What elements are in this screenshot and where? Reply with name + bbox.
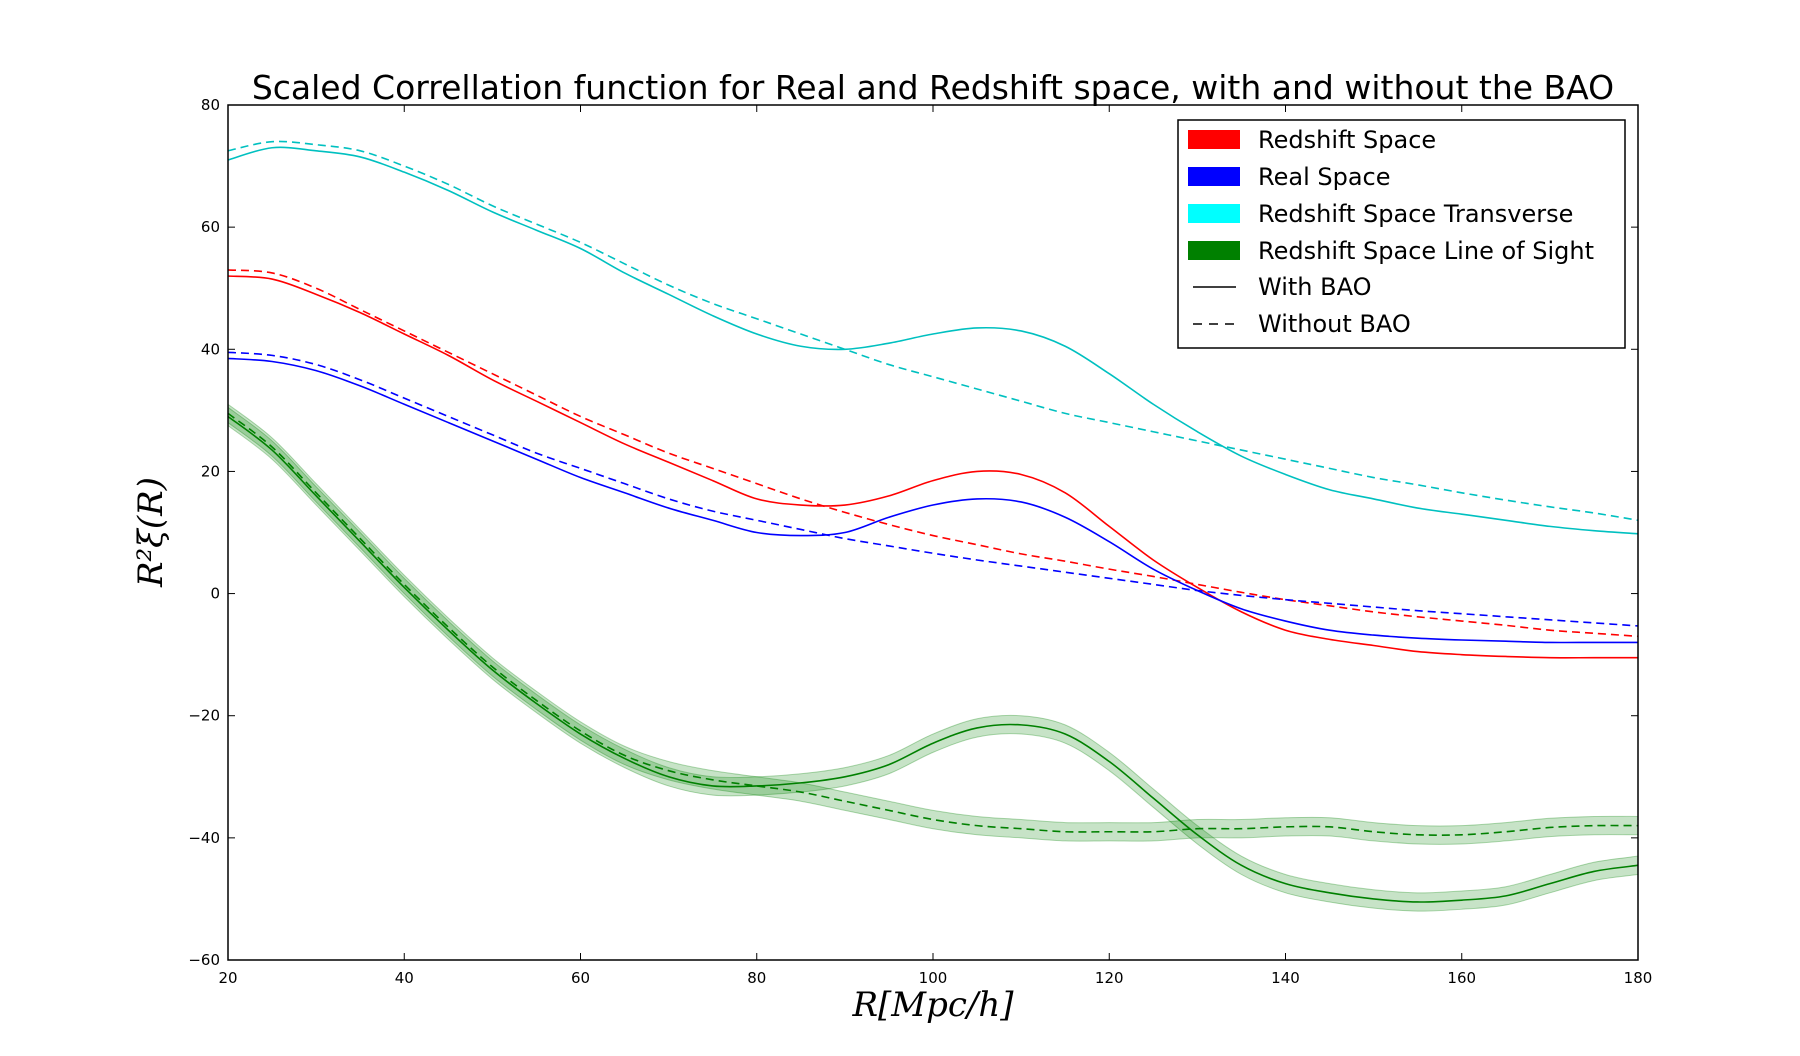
y-tick-label: 60: [201, 218, 220, 236]
y-tick-label: −60: [188, 951, 220, 969]
legend-entry-redshift-line-of-sight: Redshift Space Line of Sight: [1188, 237, 1594, 265]
x-tick-label: 180: [1624, 969, 1653, 987]
legend-swatch-redshift-transverse: [1188, 204, 1240, 223]
legend-entry-real-space: Real Space: [1188, 163, 1391, 191]
series-line-redshift-space-line-of-sight-without-bao: [227, 412, 1639, 836]
legend-swatch-real-space: [1188, 167, 1240, 186]
series-line-redshift-space-with-bao: [227, 275, 1638, 659]
x-tick-label: 100: [919, 969, 948, 987]
x-tick-label: 80: [747, 969, 766, 987]
series-line-redshift-space-without-bao: [227, 269, 1639, 638]
y-tick-label: 20: [201, 462, 220, 480]
series-lines: [227, 140, 1639, 903]
x-axis-ticks: 20 40 60 80 100 120 140 160 180: [218, 105, 1652, 987]
legend-box: [1177, 119, 1626, 349]
x-tick-label: 40: [395, 969, 414, 987]
legend-label-redshift-transverse: Redshift Space Transverse: [1258, 200, 1573, 228]
x-tick-label: 20: [218, 969, 237, 987]
series-line-real-space-without-bao: [227, 351, 1639, 627]
x-tick-label: 140: [1271, 969, 1300, 987]
chart-title: Scaled Correllation function for Real an…: [252, 68, 1614, 107]
legend-entry-redshift-transverse: Redshift Space Transverse: [1188, 200, 1573, 228]
legend-label-real-space: Real Space: [1258, 163, 1391, 191]
legend-entry-without-bao: Without BAO: [1193, 310, 1411, 338]
legend-entry-redshift-space: Redshift Space: [1188, 126, 1436, 154]
series-line-redshift-space-line-of-sight-with-bao: [227, 415, 1639, 903]
y-axis-ticks: 80 60 40 20 0 −20 −40 −60: [188, 96, 1638, 969]
y-tick-label: 0: [210, 585, 220, 603]
x-tick-label: 60: [571, 969, 590, 987]
legend-entry-with-bao: With BAO: [1193, 273, 1371, 301]
y-tick-label: 80: [201, 96, 220, 114]
series-line-redshift-space-transverse-with-bao: [227, 146, 1639, 535]
x-axis-label: R[Mpc/h]: [851, 985, 1014, 1025]
y-axis-label: R²ξ(R): [131, 477, 171, 588]
legend: Redshift Space Real Space Redshift Space…: [1177, 119, 1626, 349]
legend-label-redshift-space: Redshift Space: [1258, 126, 1436, 154]
y-tick-label: 40: [201, 340, 220, 358]
legend-swatch-redshift-line-of-sight: [1188, 241, 1240, 260]
series-line-real-space-with-bao: [227, 357, 1638, 644]
legend-label-with-bao: With BAO: [1258, 273, 1371, 301]
x-tick-label: 160: [1447, 969, 1476, 987]
legend-label-without-bao: Without BAO: [1258, 310, 1411, 338]
legend-label-redshift-line-of-sight: Redshift Space Line of Sight: [1258, 237, 1594, 265]
y-tick-label: −20: [188, 707, 220, 725]
y-tick-label: −40: [188, 829, 220, 847]
legend-swatch-redshift-space: [1188, 130, 1240, 149]
x-tick-label: 120: [1095, 969, 1124, 987]
